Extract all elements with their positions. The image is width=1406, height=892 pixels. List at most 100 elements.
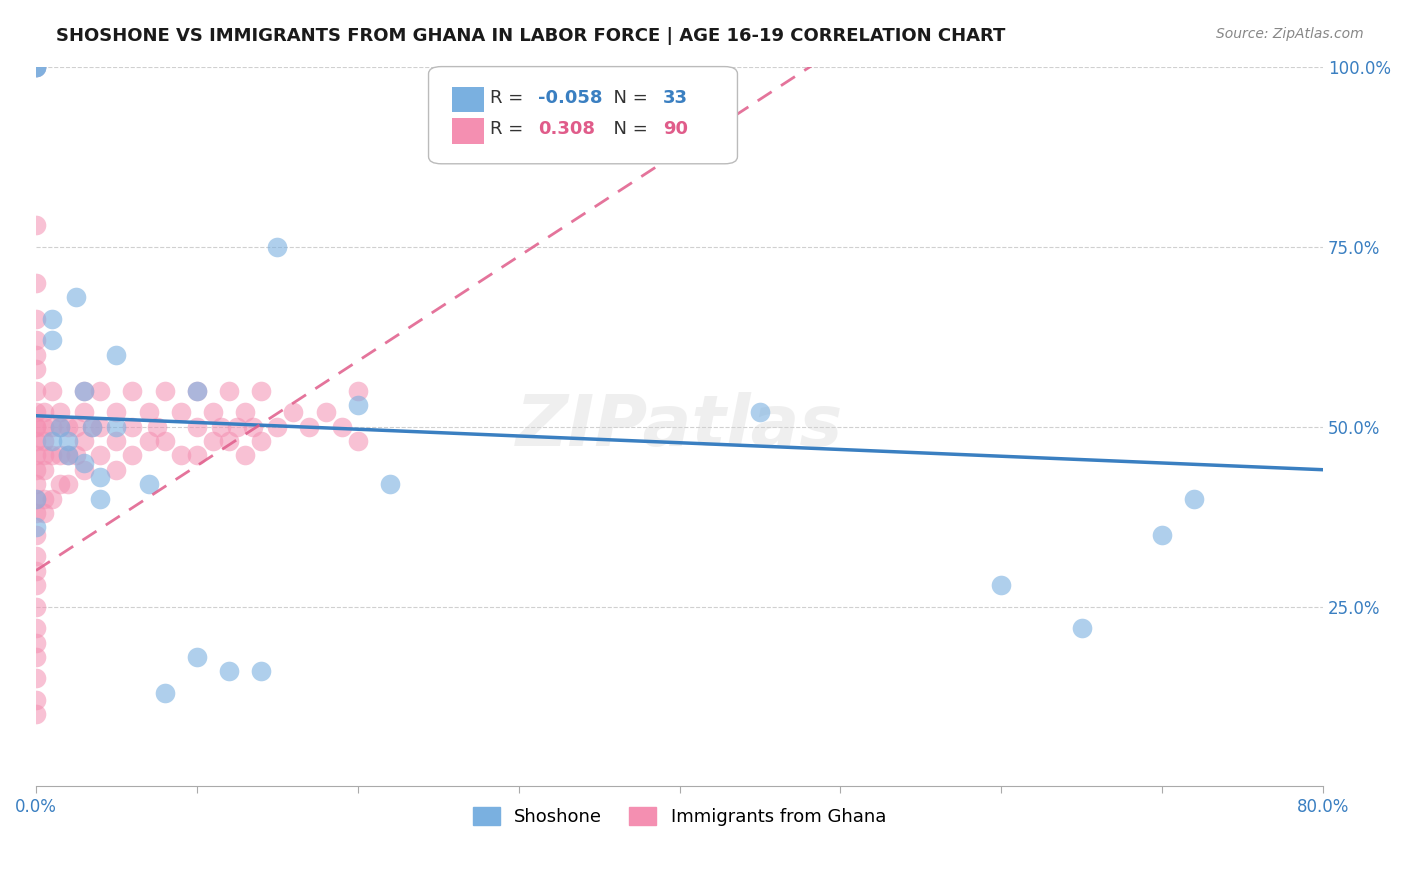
Point [226,419,249,434]
Point [32,506,55,520]
Point [25,491,48,506]
Point [25,448,48,462]
Point [25,463,48,477]
Point [153,384,176,398]
Point [153,686,176,700]
Point [82,419,104,434]
Point [218,665,240,679]
Point [209,419,232,434]
Point [233,448,256,462]
Bar [451,87,484,112]
Text: Source: ZipAtlas.com: Source: ZipAtlas.com [1216,27,1364,41]
Point [201,434,224,448]
Point [25,60,48,74]
Point [250,384,273,398]
Point [138,477,160,491]
Point [25,405,48,419]
Point [41,491,63,506]
Point [25,60,48,74]
Point [89,491,111,506]
Point [82,419,104,434]
Point [32,463,55,477]
Point [41,384,63,398]
Point [41,419,63,434]
Point [25,635,48,649]
Point [25,578,48,592]
Point [25,564,48,578]
Point [56,448,79,462]
Point [25,672,48,686]
Text: N =: N = [602,88,654,106]
Text: -0.058: -0.058 [538,88,602,106]
Point [56,434,79,448]
Point [121,419,143,434]
Point [283,405,305,419]
Point [250,665,273,679]
Point [25,434,48,448]
Point [41,448,63,462]
Point [56,477,79,491]
Point [105,347,128,361]
Point [186,419,208,434]
Point [105,463,128,477]
Bar [451,119,484,144]
Point [56,419,79,434]
Point [25,419,48,434]
Point [49,419,72,434]
Text: SHOSHONE VS IMMIGRANTS FROM GHANA IN LABOR FORCE | AGE 16-19 CORRELATION CHART: SHOSHONE VS IMMIGRANTS FROM GHANA IN LAB… [56,27,1005,45]
Point [25,491,48,506]
Point [25,384,48,398]
Point [41,434,63,448]
Point [73,405,96,419]
Point [25,707,48,722]
Point [378,477,401,491]
Point [25,347,48,361]
Point [65,290,87,304]
Point [25,621,48,635]
Point [32,419,55,434]
Point [266,419,288,434]
Point [346,398,368,412]
Point [25,527,48,541]
Point [218,384,240,398]
Point [105,419,128,434]
Legend: Shoshone, Immigrants from Ghana: Shoshone, Immigrants from Ghana [464,797,896,835]
Point [73,463,96,477]
Point [25,362,48,376]
Point [25,218,48,232]
Point [73,384,96,398]
Point [41,333,63,347]
Point [41,311,63,326]
Point [89,470,111,484]
Point [25,506,48,520]
Point [1184,491,1206,506]
Point [186,384,208,398]
Point [170,405,193,419]
Point [73,384,96,398]
Point [25,477,48,491]
Point [105,405,128,419]
Text: 90: 90 [662,120,688,138]
Point [25,60,48,74]
Point [32,491,55,506]
Point [25,60,48,74]
Point [25,649,48,664]
Point [201,405,224,419]
Point [25,419,48,434]
Point [121,448,143,462]
Point [1152,527,1174,541]
Point [186,649,208,664]
Point [250,434,273,448]
Text: 33: 33 [662,88,688,106]
Point [49,405,72,419]
Point [89,384,111,398]
Point [25,276,48,290]
Point [32,405,55,419]
Text: R =: R = [491,120,536,138]
Point [186,448,208,462]
Text: 0.308: 0.308 [538,120,595,138]
Point [121,384,143,398]
Point [25,520,48,534]
Point [49,419,72,434]
Text: R =: R = [491,88,529,106]
